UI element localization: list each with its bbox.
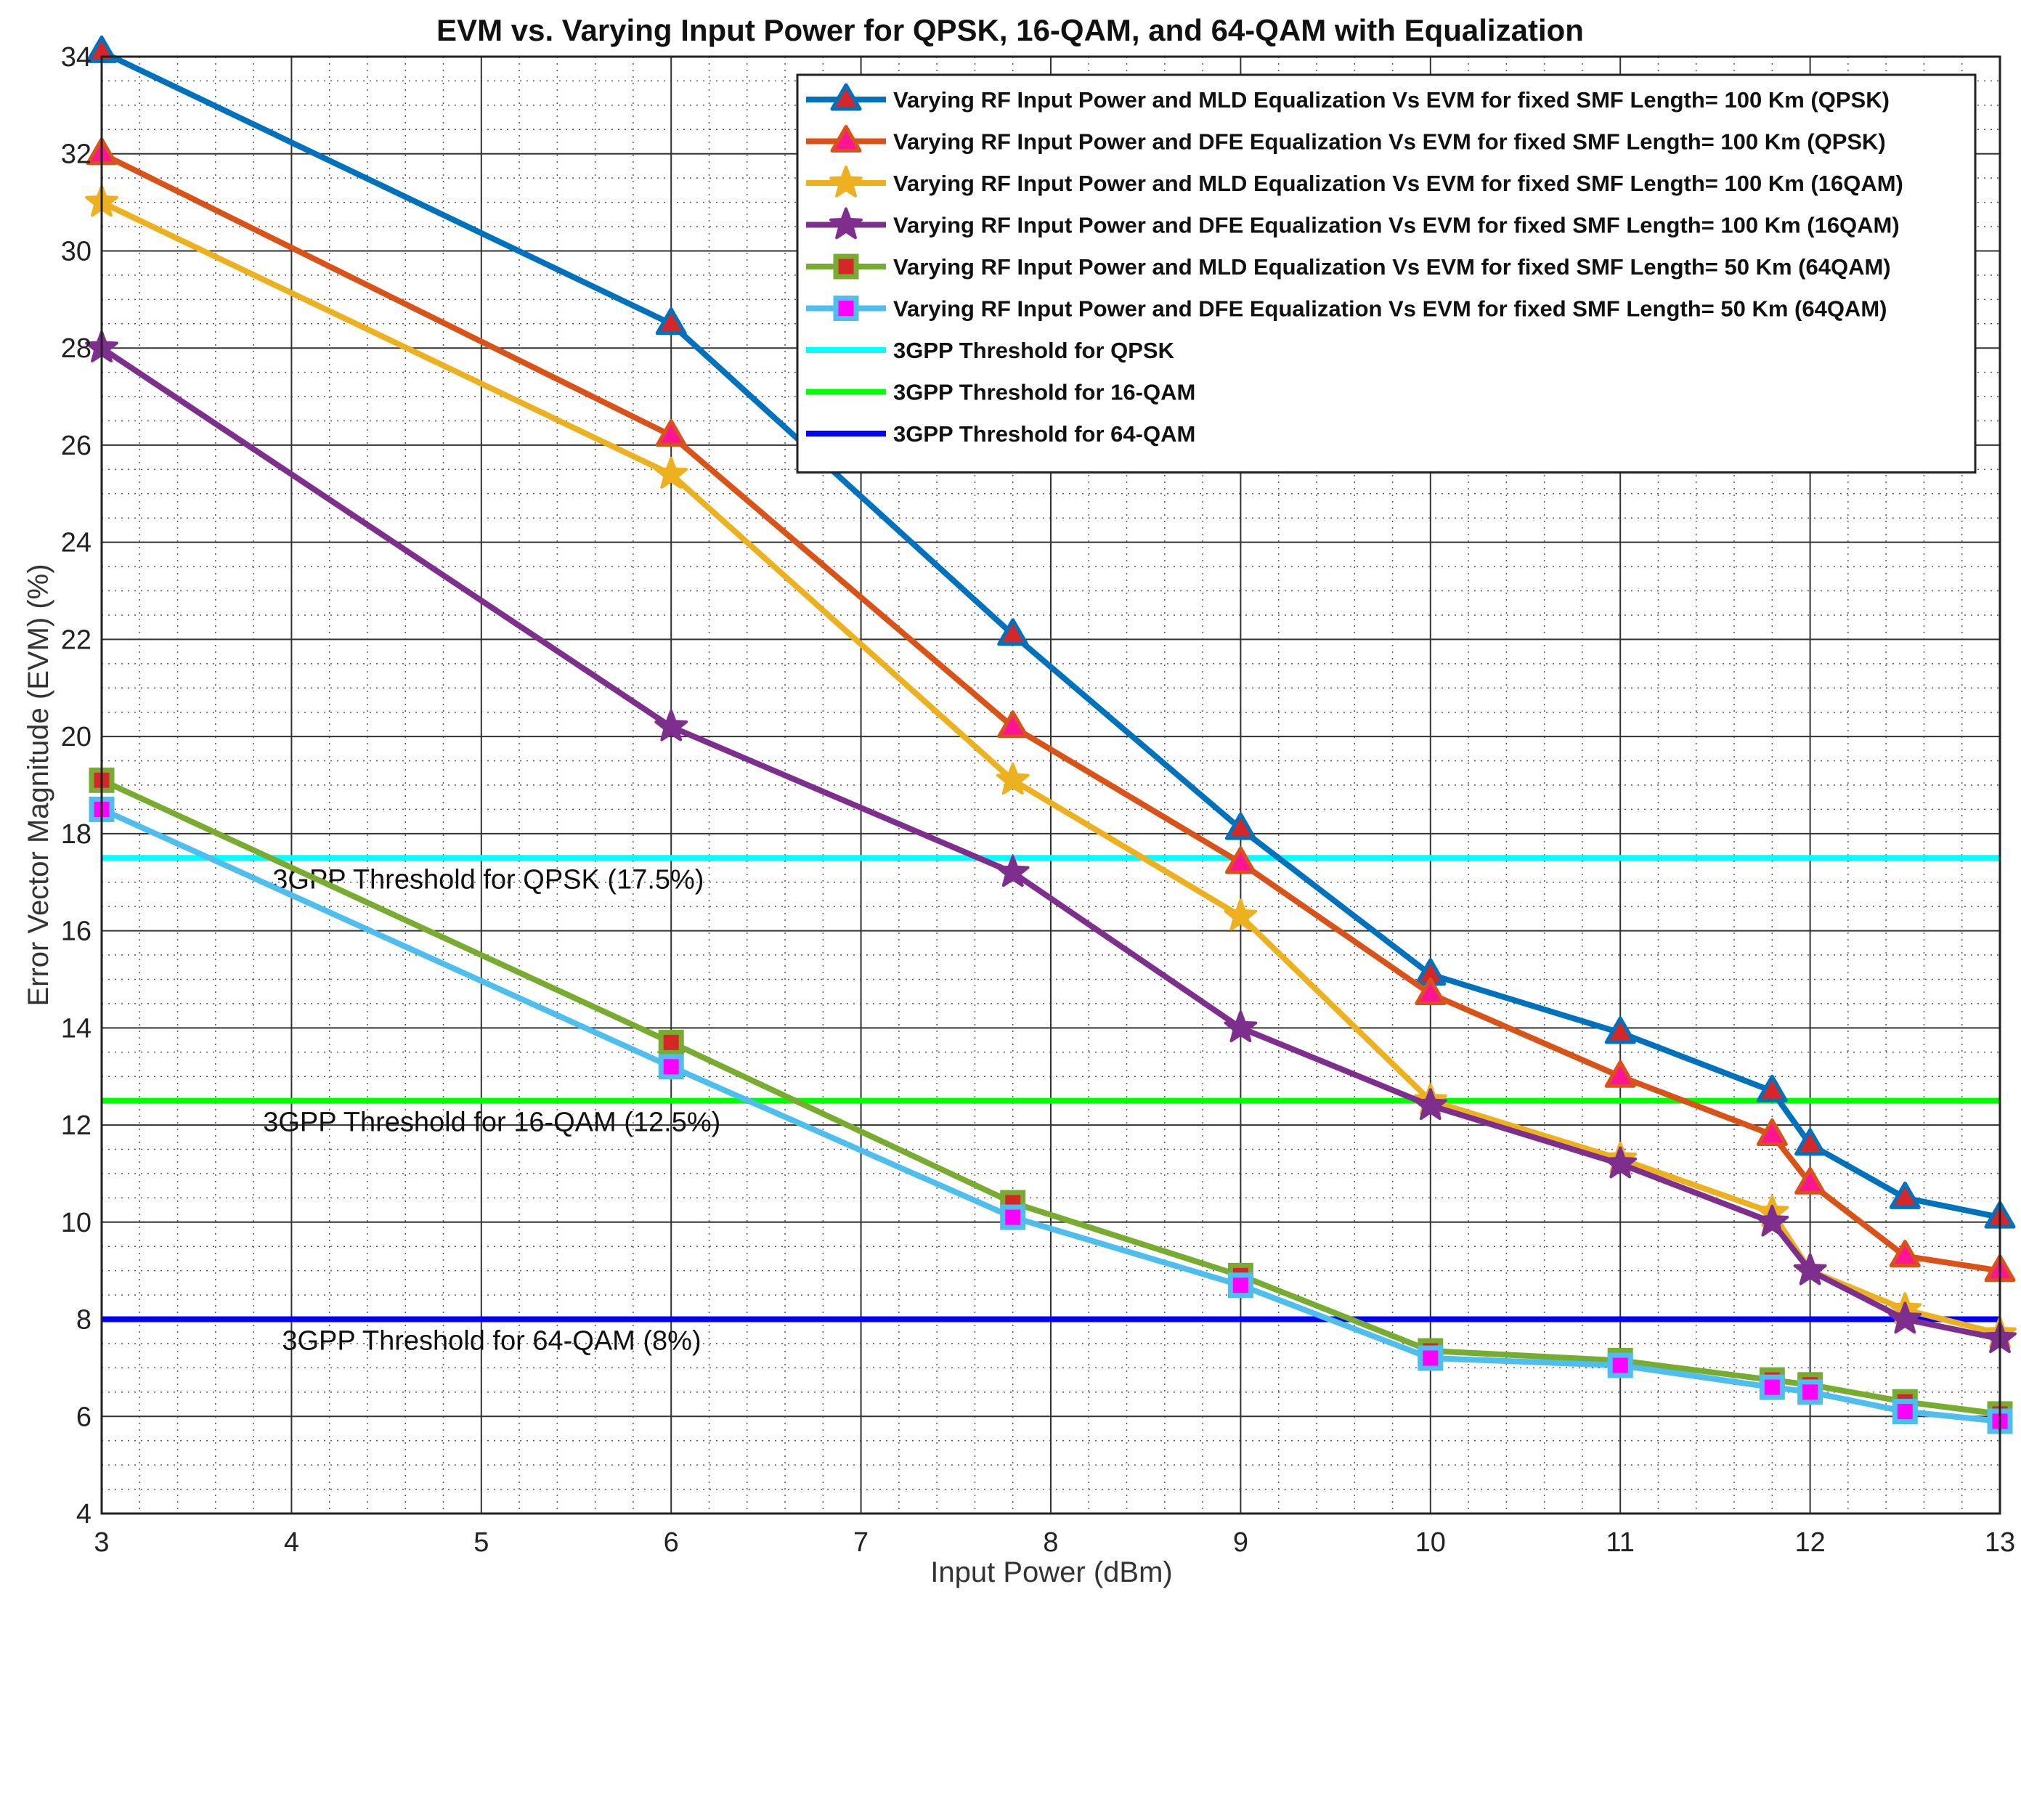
data-point-marker [654,709,688,742]
legend-entry-label: Varying RF Input Power and MLD Equalizat… [893,254,1891,280]
x-tick-label: 12 [1794,1527,1825,1558]
data-point-marker [1889,1240,1921,1268]
data-point-marker [996,855,1030,887]
plot-frame [100,55,2001,1515]
y-tick-label: 26 [61,431,92,461]
y-tick-label: 22 [61,625,92,655]
y-axis-label: Error Vector Magnitude (EVM) (%) [23,564,54,1006]
data-point-marker [1888,1301,1922,1334]
data-point-marker [996,763,1030,795]
legend-box [796,73,1977,474]
data-point-marker [1607,1352,1633,1378]
data-point-marker [1756,1074,1788,1102]
y-tick-label: 24 [61,528,92,558]
series-line [99,777,2003,1417]
chart-title: EVM vs. Varying Input Power for QPSK, 16… [436,13,1584,47]
threshold-lines: 3GPP Threshold for QPSK (17.5%)3GPP Thre… [102,855,2000,1357]
x-tick-label: 6 [664,1527,679,1558]
data-point-marker [997,618,1029,646]
x-axis-label: Input Power (dBm) [930,1556,1172,1588]
y-tick-label: 12 [61,1110,92,1141]
legend: Varying RF Input Power and MLD Equalizat… [796,73,1977,474]
y-tick-label: 20 [61,722,92,752]
data-point-marker [1418,1345,1444,1371]
data-point-marker [1797,1379,1823,1405]
legend-marker [833,253,859,280]
series-group [85,35,2017,1434]
y-tick-label: 14 [61,1013,92,1044]
series-line [99,199,2003,1337]
data-point-marker [654,457,688,489]
threshold-annotation: 3GPP Threshold for 16-QAM (12.5%) [263,1108,720,1138]
data-point-marker [1224,1010,1258,1043]
legend-entry-label: Varying RF Input Power and MLD Equalizat… [893,87,1890,113]
y-tick-label: 28 [61,333,92,364]
x-tick-label: 5 [473,1527,489,1558]
legend-entry-label: 3GPP Threshold for QPSK [893,338,1175,363]
series-line [99,150,2003,1274]
x-tick-label: 11 [1606,1527,1634,1558]
data-point-marker [1794,1166,1826,1195]
data-point-marker [655,307,687,336]
legend-marker [829,166,863,198]
legend-entry-label: Varying RF Input Power and DFE Equalizat… [893,213,1900,238]
data-point-marker [658,1029,684,1055]
data-point-marker [1603,1146,1638,1179]
axes: 3 4 5 6 7 8 9 10 11 12 134681012141618202224262830… [61,42,2015,1558]
data-point-marker [1759,1374,1785,1400]
legend-entry-label: 3GPP Threshold for 16-QAM [893,380,1195,405]
y-tick-label: 30 [61,236,92,267]
series-line [99,49,2003,1221]
data-point-marker [658,1054,684,1080]
data-point-marker [1415,978,1447,1006]
series-line [99,345,2003,1342]
legend-entry-label: Varying RF Input Power and DFE Equalizat… [893,296,1887,322]
y-tick-label: 34 [61,42,92,73]
x-tick-label: 10 [1415,1527,1446,1558]
data-point-marker [655,419,687,447]
data-point-marker [1794,1128,1826,1156]
legend-marker [833,296,859,321]
legend-entry-label: 3GPP Threshold for 64-QAM [893,421,1195,447]
data-point-marker [1892,1399,1918,1425]
y-tick-label: 18 [61,819,92,850]
data-point-marker [1604,1060,1636,1088]
y-tick-label: 10 [61,1208,92,1238]
data-point-marker [1756,1118,1788,1146]
data-point-marker [1224,846,1256,874]
x-tick-label: 9 [1233,1527,1248,1558]
legend-marker [830,83,862,111]
x-tick-label: 8 [1043,1527,1058,1558]
x-tick-label: 7 [853,1527,869,1558]
y-tick-label: 32 [61,139,92,170]
data-point-marker [1755,1204,1789,1237]
x-tick-label: 3 [94,1527,109,1558]
series-line [99,806,2003,1424]
legend-marker [830,125,862,153]
legend-marker [829,207,863,240]
data-point-marker [1793,1253,1827,1285]
x-tick-label: 13 [1985,1527,2015,1558]
data-point-marker [1889,1181,1921,1209]
data-point-marker [1000,1204,1026,1230]
data-point-marker [1227,1272,1253,1299]
x-tick-label: 4 [284,1527,299,1558]
legend-entry-label: Varying RF Input Power and MLD Equalizat… [893,171,1903,196]
data-point-marker [1413,1088,1447,1121]
y-tick-label: 4 [76,1499,92,1529]
data-point-marker [1604,1016,1636,1044]
data-point-marker [1224,812,1256,840]
y-tick-label: 16 [61,917,92,947]
y-tick-label: 8 [76,1305,92,1336]
threshold-annotation: 3GPP Threshold for 64-QAM (8%) [282,1326,701,1357]
data-point-marker [1224,898,1258,931]
data-point-marker [997,710,1029,739]
y-tick-label: 6 [76,1402,92,1432]
legend-entry-label: Varying RF Input Power and DFE Equalizat… [893,129,1886,155]
